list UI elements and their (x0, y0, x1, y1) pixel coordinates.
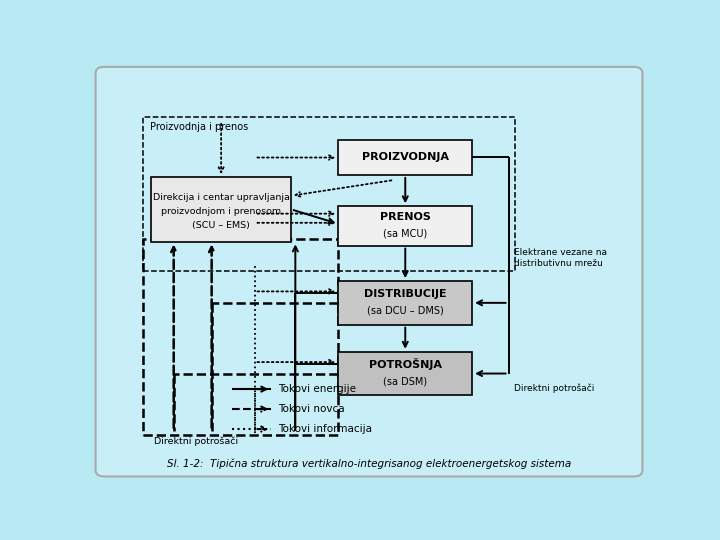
Text: (SCU – EMS): (SCU – EMS) (192, 221, 250, 230)
Bar (338, 140, 472, 175)
Text: (sa DSM): (sa DSM) (383, 376, 428, 386)
Text: Proizvodnja i prenos: Proizvodnja i prenos (150, 122, 248, 132)
Text: PROIZVODNJA: PROIZVODNJA (361, 152, 449, 163)
Text: (sa DCU – DMS): (sa DCU – DMS) (367, 305, 444, 315)
Text: Direkcija i centar upravljanja: Direkcija i centar upravljanja (153, 193, 289, 202)
Text: Sl. 1-2:  Tipična struktura vertikalno-integrisanog elektroenergetskog sistema: Sl. 1-2: Tipična struktura vertikalno-in… (167, 458, 571, 469)
Bar (338, 206, 472, 246)
Text: DISTRIBUCIJE: DISTRIBUCIJE (364, 289, 446, 299)
FancyBboxPatch shape (96, 67, 642, 476)
Text: Tokovi energije: Tokovi energije (278, 384, 356, 394)
Text: Elektrane vezane na
distributivnu mrežu: Elektrane vezane na distributivnu mrežu (514, 248, 607, 268)
Bar (151, 177, 291, 241)
Text: Tokovi novca: Tokovi novca (278, 404, 345, 414)
Text: Direktni potrošači: Direktni potrošači (514, 384, 595, 394)
Text: PRENOS: PRENOS (380, 212, 431, 222)
Text: proizvodnjom i prenosom: proizvodnjom i prenosom (161, 207, 282, 216)
Bar (338, 281, 472, 325)
Bar (143, 239, 338, 435)
Text: (sa MCU): (sa MCU) (383, 228, 428, 238)
Bar (338, 352, 472, 395)
Text: Direktni potrošači: Direktni potrošači (154, 437, 238, 447)
Text: POTROŠNJA: POTROŠNJA (369, 359, 442, 370)
Bar (143, 117, 516, 271)
Text: Tokovi informacija: Tokovi informacija (278, 424, 372, 434)
